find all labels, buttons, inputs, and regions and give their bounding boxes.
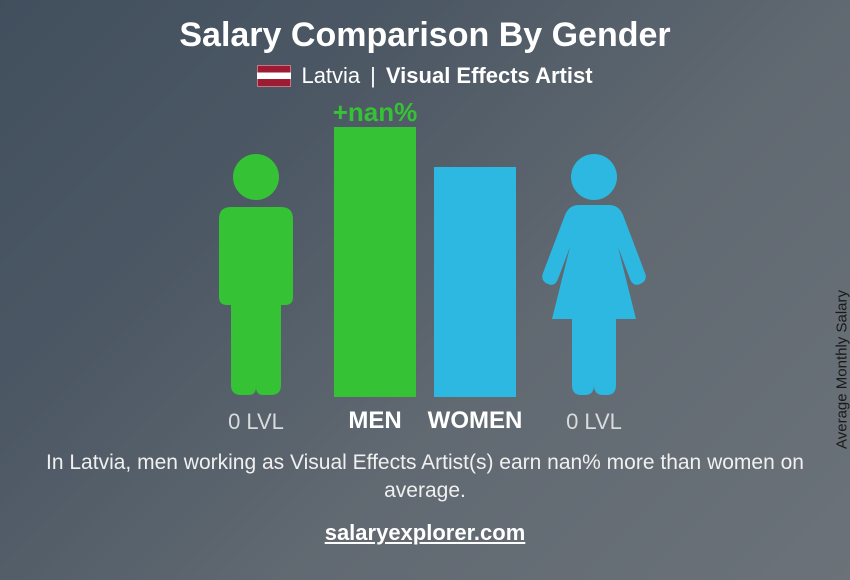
women-value: 0 LVL (566, 409, 622, 435)
infographic-root: Salary Comparison By Gender Latvia | Vis… (0, 0, 850, 580)
latvia-flag-icon (257, 65, 291, 87)
men-value: 0 LVL (228, 409, 284, 435)
women-bar-column: WOMEN (434, 167, 516, 435)
women-label: WOMEN (428, 407, 523, 435)
men-column: 0 LVL (196, 149, 316, 435)
chart-area: 0 LVL +nan% MEN WOMEN 0 LVL (115, 95, 735, 435)
summary-text: In Latvia, men working as Visual Effects… (35, 449, 815, 506)
women-bar (434, 167, 516, 397)
job-title: Visual Effects Artist (386, 63, 593, 89)
y-axis-label: Average Monthly Salary (834, 290, 850, 449)
subtitle-row: Latvia | Visual Effects Artist (257, 63, 592, 89)
men-label: MEN (348, 407, 401, 435)
woman-icon (534, 149, 654, 399)
men-bar-column: +nan% MEN (334, 127, 416, 435)
women-column: 0 LVL (534, 149, 654, 435)
page-title: Salary Comparison By Gender (179, 16, 670, 55)
delta-label: +nan% (333, 97, 418, 128)
man-icon (201, 149, 311, 399)
site-link[interactable]: salaryexplorer.com (325, 520, 526, 546)
men-bar (334, 127, 416, 397)
country-name: Latvia (301, 63, 360, 89)
separator: | (370, 63, 376, 89)
